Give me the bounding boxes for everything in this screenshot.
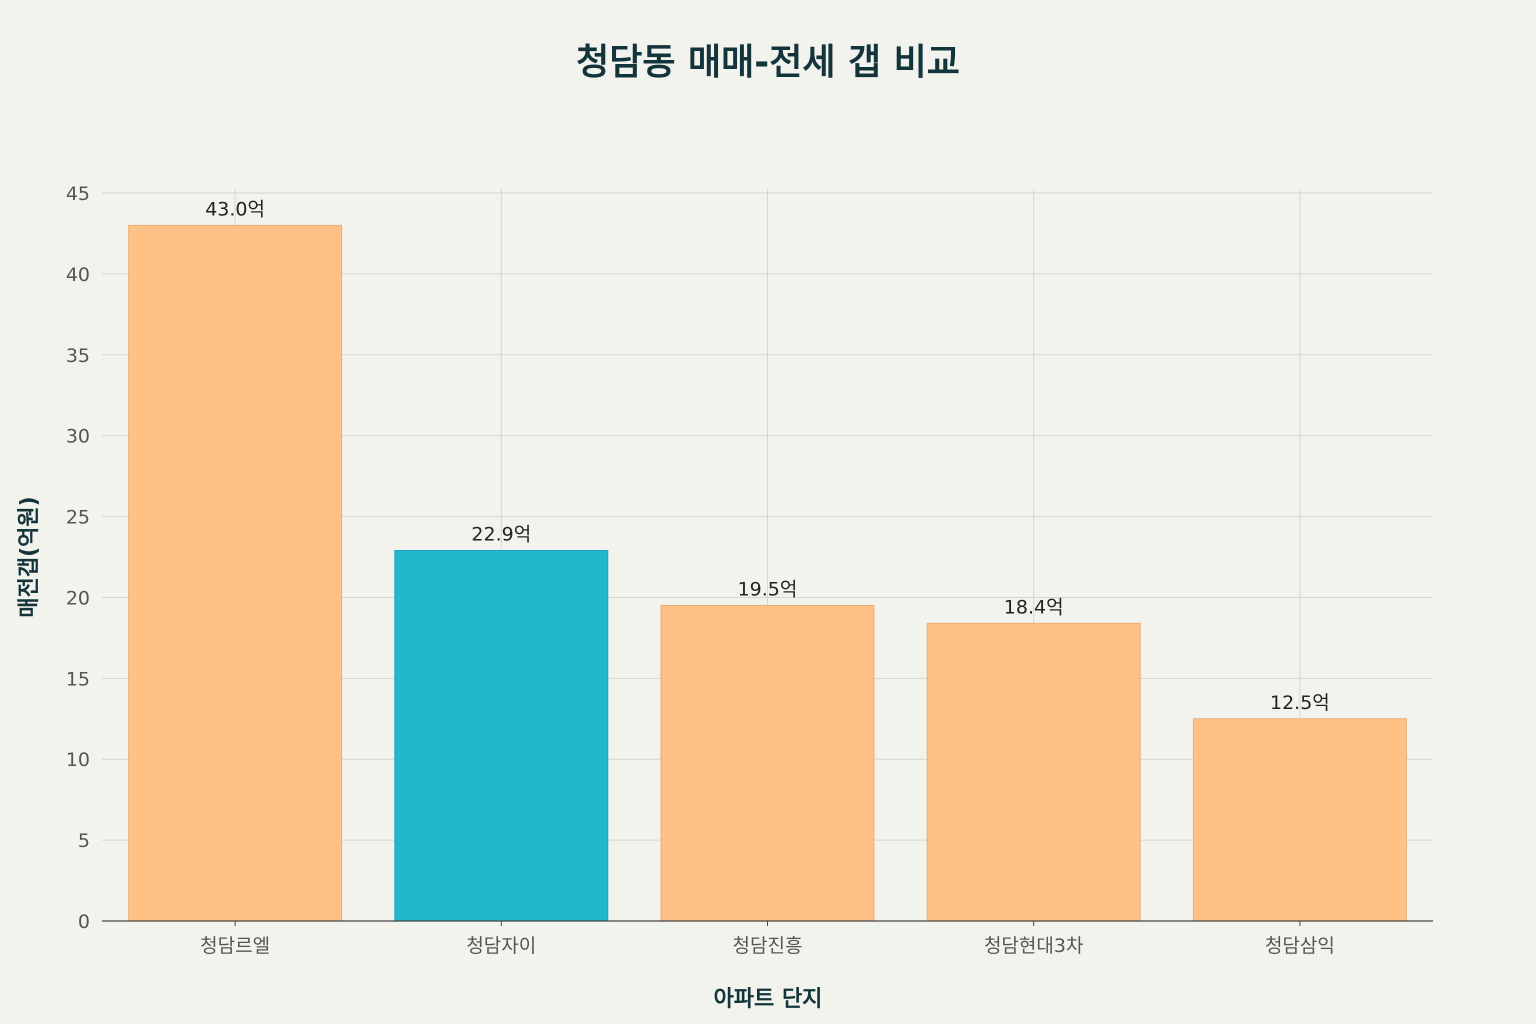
y-tick-label: 25 — [66, 507, 90, 529]
x-tick-label: 청담진흥 — [733, 935, 803, 957]
x-axis-ticks: 청담르엘 청담자이 청담진흥 청담현대3차 청담삼익 — [200, 921, 1335, 957]
x-tick-label: 청담자이 — [466, 935, 536, 957]
bar-3 — [660, 605, 875, 922]
bar-1 — [128, 224, 343, 922]
x-tick-label: 청담현대3차 — [984, 935, 1084, 957]
data-label: 18.4억 — [1004, 596, 1064, 618]
y-tick-label: 15 — [66, 668, 90, 690]
x-axis-title: 아파트 단지 — [714, 987, 823, 1012]
y-tick-label: 40 — [66, 264, 90, 286]
y-tick-label: 10 — [66, 749, 90, 771]
y-tick-label: 0 — [78, 911, 90, 933]
y-tick-label: 45 — [66, 183, 90, 205]
data-labels: 43.0억 22.9억 19.5억 18.4억 12.5억 — [205, 198, 1330, 713]
chart-title: 청담동 매매-전세 갭 비교 — [576, 42, 960, 83]
x-tick-label: 청담삼익 — [1265, 935, 1335, 957]
y-axis-title: 매전갭(억원) — [17, 496, 42, 617]
bars — [128, 224, 1407, 922]
data-label: 19.5억 — [738, 579, 798, 601]
bar-2 — [394, 550, 609, 922]
y-tick-label: 35 — [66, 345, 90, 367]
data-label: 43.0억 — [205, 198, 265, 220]
y-tick-label: 5 — [78, 830, 90, 852]
data-label: 12.5억 — [1270, 692, 1330, 714]
x-tick-label: 청담르엘 — [200, 935, 270, 957]
bar-4 — [926, 622, 1141, 922]
data-label: 22.9억 — [471, 524, 531, 546]
y-axis-ticks: 0 5 10 15 20 25 30 35 40 45 — [66, 183, 90, 933]
y-tick-label: 20 — [66, 587, 90, 609]
y-tick-label: 30 — [66, 426, 90, 448]
bar-5 — [1192, 718, 1407, 922]
